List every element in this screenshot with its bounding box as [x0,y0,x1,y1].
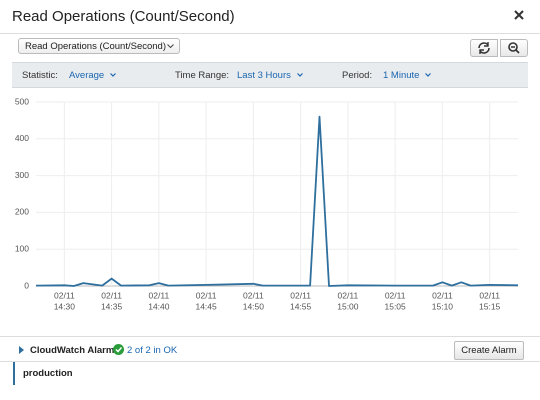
control-value[interactable]: 1 Minute [383,70,420,81]
x-tick-date: 02/11 [196,290,217,300]
x-tick-time: 14:35 [101,301,123,311]
divider [0,336,540,337]
x-tick-time: 14:45 [195,301,217,311]
zoom-button[interactable] [500,39,528,57]
controls-bar [12,62,528,88]
expand-arrow[interactable] [19,346,25,354]
y-tick-label: 200 [15,207,29,217]
create-alarm-button[interactable]: Create Alarm [454,341,524,360]
x-tick-date: 02/11 [479,290,500,300]
ok-icon [113,344,124,355]
alarm-item[interactable]: production [13,362,73,385]
control-label: Statistic: [22,70,58,81]
x-tick-date: 02/11 [338,290,359,300]
metric-select-text: Read Operations (Count/Second) [25,41,166,52]
control-label: Period: [342,70,373,81]
x-tick-date: 02/11 [101,290,122,300]
control-value[interactable]: Average [69,70,105,81]
x-tick-date: 02/11 [149,290,170,300]
alarms-label: CloudWatch Alarms: [30,345,123,356]
x-tick-time: 15:15 [479,301,501,311]
chevron [167,44,174,49]
caret [296,73,303,77]
close-button[interactable] [513,9,525,21]
refresh-icon [478,42,490,54]
x-tick-time: 14:30 [54,301,76,311]
x-tick-time: 15:05 [384,301,406,311]
data-line [35,115,519,287]
alarms-status[interactable]: 2 of 2 in OK [127,345,178,356]
x-tick-time: 14:50 [243,301,265,311]
y-tick-label: 400 [15,133,29,143]
x-tick-time: 14:55 [290,301,312,311]
x-tick-date: 02/11 [385,290,406,300]
y-tick-label: 0 [24,280,29,290]
control-label: Time Range: [175,70,230,81]
x-tick-date: 02/11 [54,290,75,300]
divider [0,33,540,34]
x-tick-time: 15:00 [337,301,359,311]
caret [110,73,117,77]
x-tick-date: 02/11 [243,290,264,300]
y-tick-label: 100 [15,243,29,253]
x-tick-date: 02/11 [290,290,311,300]
y-tick-label: 500 [15,96,29,106]
dialog-title: Read Operations (Count/Second) [12,8,235,25]
refresh-button[interactable] [470,39,498,57]
control-value[interactable]: Last 3 Hours [237,70,291,81]
x-tick-time: 14:40 [148,301,170,311]
metric-select[interactable]: Read Operations (Count/Second) [18,38,180,54]
y-tick-label: 300 [15,170,29,180]
divider [0,361,540,362]
x-tick-date: 02/11 [432,290,453,300]
zoom-icon [508,42,520,54]
caret [425,73,432,77]
x-tick-time: 15:10 [432,301,454,311]
